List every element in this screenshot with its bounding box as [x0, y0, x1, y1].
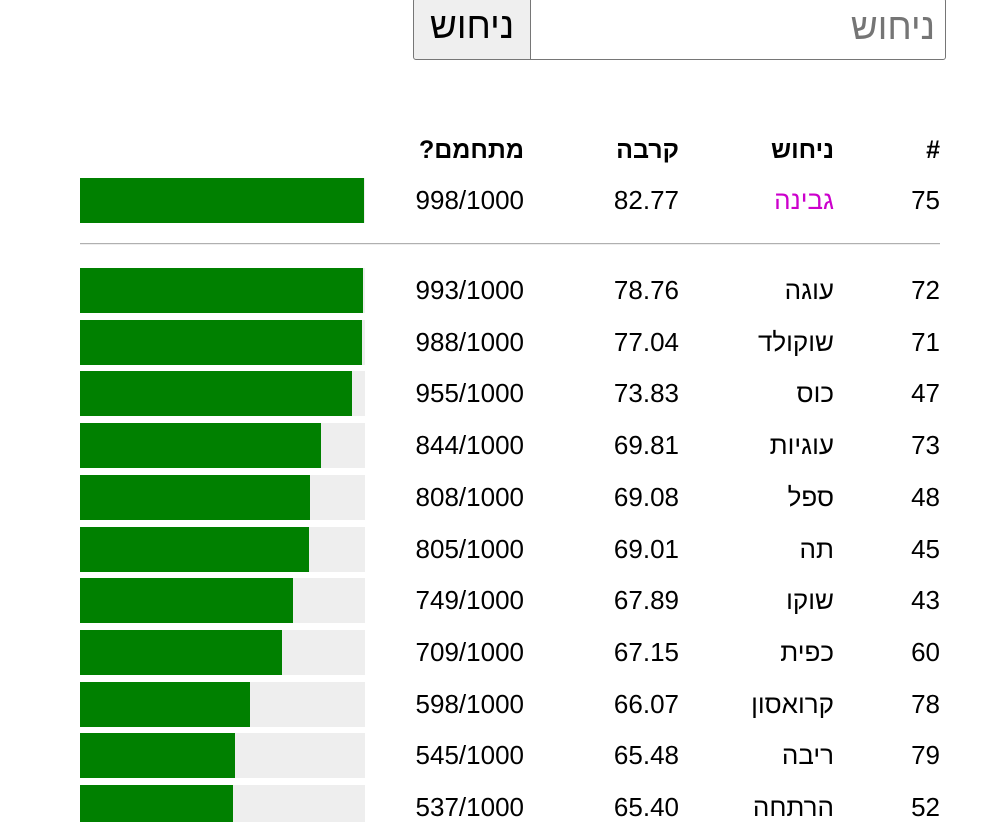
guess-similarity: 77.04: [613, 326, 679, 357]
guess-number: 71: [911, 326, 940, 357]
guess-similarity: 67.15: [613, 636, 679, 667]
guess-similarity: 67.89: [613, 585, 679, 616]
table-row: 73 עוגיות 69.81 844/1000: [0, 421, 1002, 469]
guess-progress: 993/1000: [415, 275, 524, 305]
guess-progress: 955/1000: [415, 378, 524, 409]
progress-bar-track: [80, 371, 365, 417]
guess-similarity: 78.76: [613, 275, 679, 305]
guess-input[interactable]: [530, 0, 946, 60]
table-row: 43 שוקו 67.89 749/1000: [0, 576, 1002, 624]
guess-progress: 598/1000: [415, 688, 524, 719]
guess-progress: 709/1000: [415, 636, 524, 667]
progress-bar-track: [80, 785, 365, 822]
guess-similarity: 65.48: [613, 740, 679, 771]
guess-word: כפית: [780, 636, 834, 667]
latest-guess-word: גבינה: [774, 185, 834, 215]
guess-word: שוקו: [786, 585, 834, 616]
guess-word: ספל: [787, 481, 834, 512]
table-row: 72 עוגה 78.76 993/1000: [0, 266, 1002, 314]
table-row: 47 כוס 73.83 955/1000: [0, 369, 1002, 417]
progress-bar-fill: [80, 526, 309, 572]
progress-bar-fill: [80, 681, 250, 727]
guess-number: 79: [911, 740, 940, 771]
guess-word: תה: [799, 533, 834, 564]
header-guess: ניחוש: [770, 136, 834, 164]
table-row: 45 תה 69.01 805/1000: [0, 525, 1002, 573]
guess-number: 52: [911, 792, 940, 822]
latest-guess-number: 75: [911, 185, 940, 215]
guess-similarity: 69.01: [613, 533, 679, 564]
guess-button[interactable]: ניחוש: [413, 0, 531, 60]
guess-similarity: 65.40: [613, 792, 679, 822]
guess-progress: 749/1000: [415, 585, 524, 616]
progress-bar-fill: [80, 474, 310, 520]
guess-progress: 988/1000: [415, 326, 524, 357]
guess-similarity: 73.83: [613, 378, 679, 409]
progress-bar-track: [80, 319, 365, 365]
table-row: 71 שוקולד 77.04 988/1000: [0, 318, 1002, 366]
guess-number: 48: [911, 481, 940, 512]
table-row: 78 קרואסון 66.07 598/1000: [0, 680, 1002, 728]
table-row: 79 ריבה 65.48 545/1000: [0, 731, 1002, 779]
latest-guess-row: 75 גבינה 82.77 998/1000: [0, 176, 1002, 224]
table-row: 48 ספל 69.08 808/1000: [0, 473, 1002, 521]
progress-bar-track: [80, 526, 365, 572]
table-row: 60 כפית 67.15 709/1000: [0, 628, 1002, 676]
guess-word: ריבה: [781, 740, 834, 771]
progress-bar-track: [80, 178, 365, 223]
progress-bar-fill: [80, 178, 364, 223]
guess-similarity: 69.81: [613, 430, 679, 461]
progress-bar-fill: [80, 371, 352, 417]
table-row: 52 הרתחה 65.40 537/1000: [0, 783, 1002, 822]
divider: [80, 243, 940, 245]
guess-number: 47: [911, 378, 940, 409]
guess-progress: 805/1000: [415, 533, 524, 564]
progress-bar-fill: [80, 268, 363, 313]
guess-similarity: 69.08: [613, 481, 679, 512]
guess-number: 73: [911, 430, 940, 461]
guess-progress: 844/1000: [415, 430, 524, 461]
header-similarity: קרבה: [616, 136, 679, 164]
progress-bar-track: [80, 423, 365, 469]
progress-bar-track: [80, 733, 365, 779]
guess-number: 60: [911, 636, 940, 667]
progress-bar-fill: [80, 423, 321, 469]
guess-word: שוקולד: [757, 326, 834, 357]
guess-progress: 545/1000: [415, 740, 524, 771]
progress-bar-track: [80, 629, 365, 675]
guess-number: 78: [911, 688, 940, 719]
guess-number: 45: [911, 533, 940, 564]
guess-similarity: 66.07: [613, 688, 679, 719]
guess-word: קרואסון: [751, 688, 834, 719]
progress-bar-track: [80, 578, 365, 624]
progress-bar-track: [80, 681, 365, 727]
header-number: #: [926, 136, 940, 164]
progress-bar-fill: [80, 578, 293, 624]
progress-bar-fill: [80, 733, 235, 779]
latest-guess-similarity: 82.77: [613, 185, 679, 215]
guess-progress: 808/1000: [415, 481, 524, 512]
guess-progress: 537/1000: [415, 792, 524, 822]
guess-word: עוגיות: [769, 430, 834, 461]
progress-bar-track: [80, 268, 365, 313]
progress-bar-fill: [80, 319, 362, 365]
guess-word: עוגה: [784, 275, 834, 305]
guess-word: כוס: [796, 378, 834, 409]
table-header: # ניחוש קרבה מתחמם?: [0, 126, 1002, 174]
guess-number: 72: [911, 275, 940, 305]
guess-word: הרתחה: [752, 792, 834, 822]
progress-bar-fill: [80, 785, 233, 822]
latest-guess-progress: 998/1000: [415, 185, 524, 215]
progress-bar-fill: [80, 629, 282, 675]
header-progress: מתחמם?: [418, 136, 524, 164]
guess-number: 43: [911, 585, 940, 616]
progress-bar-track: [80, 474, 365, 520]
